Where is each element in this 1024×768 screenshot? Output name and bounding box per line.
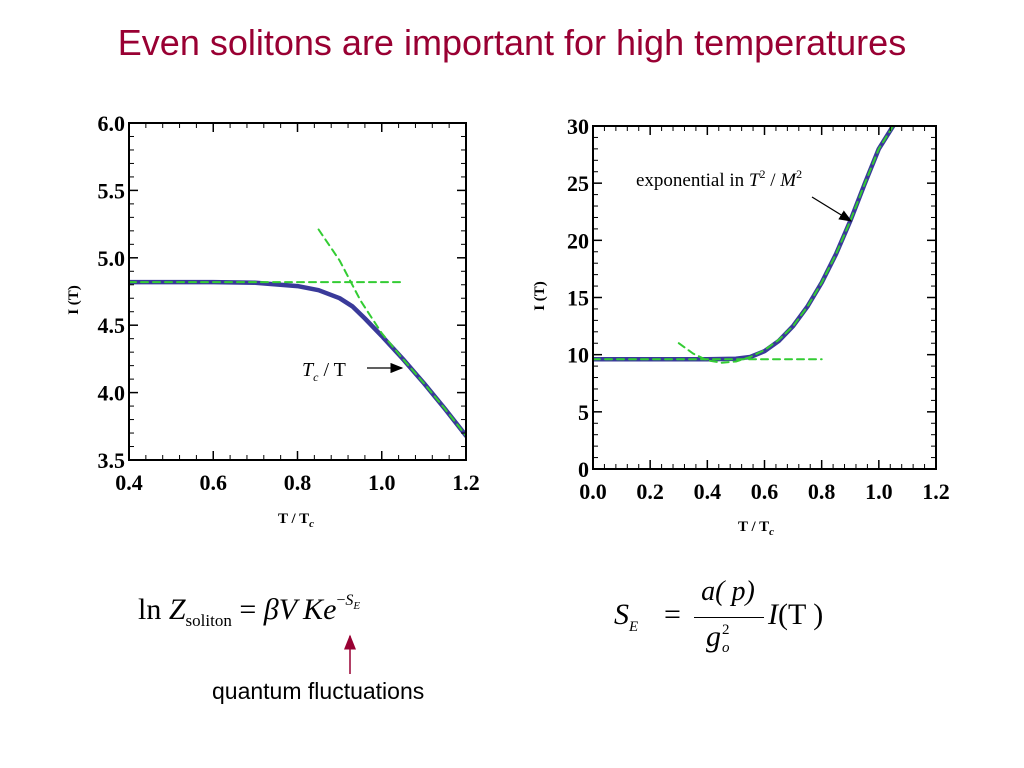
formula-ln: ln (138, 593, 162, 626)
formula-fraction-bar (694, 617, 764, 618)
left-plot-area: 0.4 0.6 0.8 1.0 1.2 3.5 4.0 4.5 5.0 5.5 6.0 (98, 111, 480, 495)
left-x-axis-label: T / Tc (278, 511, 314, 530)
formula-beta: β (263, 593, 279, 626)
right-chart: T / Tc I (T) exponential in T2 / M2 (532, 167, 853, 538)
right-y-tick-label: 0 (578, 457, 589, 482)
left-annotation-label: Tc / T (302, 359, 346, 384)
formula-right-equals: = (664, 598, 681, 631)
right-x-tick-label: 0.8 (808, 479, 836, 504)
right-y-axis-label: I (T) (532, 281, 548, 311)
right-y-tick-label: 25 (567, 171, 589, 196)
slide-title: Even solitons are important for high tem… (117, 22, 907, 63)
formula-V: V (278, 593, 298, 626)
right-x-tick-label: 1.2 (922, 479, 950, 504)
formula-e: e (323, 593, 337, 626)
left-series-group (129, 228, 466, 438)
caption-quantum-fluctuations: quantum fluctuations (212, 678, 425, 704)
left-chart: T / Tc I (T) Tc / T (66, 285, 404, 530)
right-x-tick-label: 0.4 (694, 479, 722, 504)
formula-partition-function: ln Zsoliton = βV Ke−SE (138, 592, 360, 631)
left-x-tick-label: 0.6 (200, 470, 228, 495)
right-x-tick-label: 1.0 (865, 479, 893, 504)
right-y-tick-label: 15 (567, 286, 589, 311)
right-x-tick-label: 0.0 (579, 479, 607, 504)
formula-S: S (614, 598, 629, 631)
left-plot-frame (128, 122, 467, 461)
left-y-tick-label: 5.0 (98, 246, 126, 271)
right-y-tick-label: 5 (578, 400, 589, 425)
left-y-tick-label: 4.0 (98, 381, 126, 406)
left-y-tick-label: 3.5 (98, 448, 126, 473)
right-series-group (593, 126, 896, 364)
formula-Z: Z (168, 593, 186, 626)
left-y-tick-label: 4.5 (98, 313, 126, 338)
formula-S-subscript: E (629, 619, 639, 635)
formula-exponent: −SE (336, 592, 361, 612)
right-x-tick-label: 0.2 (636, 479, 664, 504)
left-x-tick-label: 0.8 (284, 470, 312, 495)
right-annotation-arrow (811, 196, 853, 222)
left-y-axis-label: I (T) (66, 285, 82, 315)
left-series-0 (129, 279, 466, 438)
right-y-tick-label: 10 (567, 343, 589, 368)
formula-I-of-T: I(T ) (768, 598, 824, 631)
left-y-tick-label: 6.0 (98, 111, 126, 136)
right-plot-area: 0.0 0.2 0.4 0.6 0.8 1.0 1.2 0 5 10 15 20 25 30 (567, 114, 950, 504)
formula-K: K (303, 593, 324, 626)
formula-equals: = (239, 593, 257, 626)
right-y-tick-label: 20 (567, 228, 589, 253)
left-x-tick-label: 1.0 (368, 470, 396, 495)
left-y-tick-label: 5.5 (98, 178, 126, 203)
left-x-tick-label: 1.2 (452, 470, 480, 495)
right-x-axis-label: T / Tc (738, 519, 774, 538)
right-annotation-label: exponential in T2 / M2 (636, 167, 802, 191)
right-x-tick-label: 0.6 (751, 479, 779, 504)
left-series-2 (317, 228, 466, 437)
right-series-0 (593, 126, 896, 362)
formula-Z-subscript: soliton (185, 611, 232, 630)
right-y-tick-label: 30 (567, 114, 589, 139)
formula-numerator: a( p) (701, 576, 755, 607)
left-x-tick-label: 0.4 (115, 470, 143, 495)
right-series-2 (677, 126, 895, 364)
